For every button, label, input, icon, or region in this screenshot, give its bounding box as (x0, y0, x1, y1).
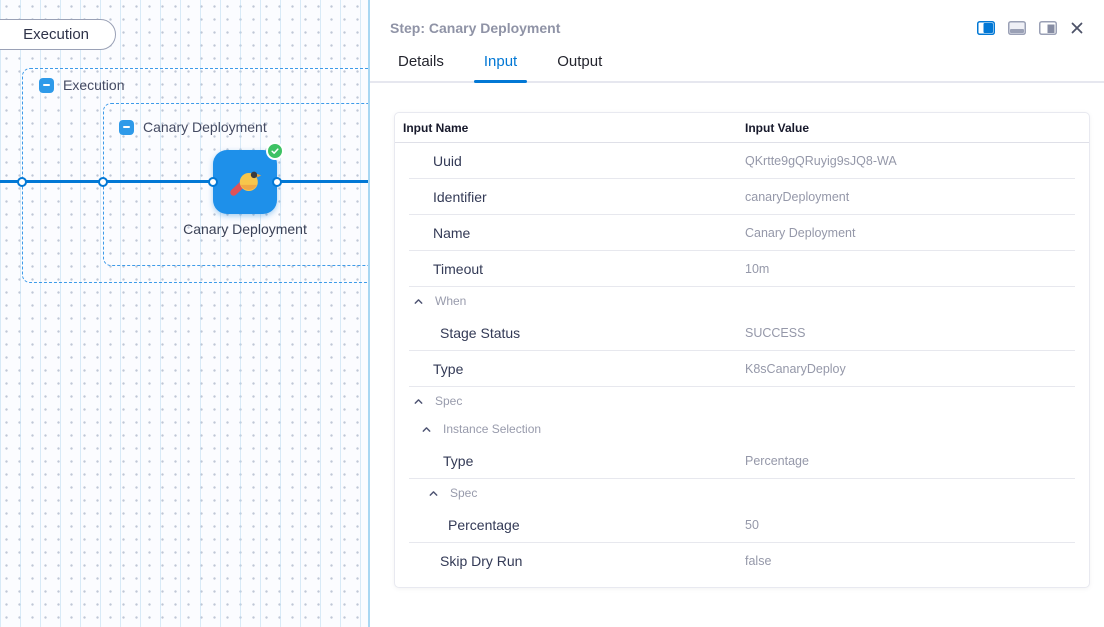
chevron-up-icon[interactable] (413, 296, 424, 307)
close-icon[interactable] (1070, 21, 1084, 35)
row-value: 10m (745, 262, 770, 276)
success-check-icon (266, 142, 284, 160)
stage-tab-execution[interactable]: Execution (0, 19, 116, 50)
layout-float-icon[interactable] (1039, 21, 1057, 35)
row-name: Timeout (433, 261, 484, 277)
step-details-panel: Step: Canary Deployment Details Input Ou… (370, 0, 1104, 627)
table-row-timeout: Timeout 10m (395, 251, 1089, 287)
row-name: Stage Status (440, 325, 521, 341)
row-value: Percentage (745, 454, 809, 468)
canary-group-label: Canary Deployment (143, 119, 267, 135)
pipeline-canvas[interactable]: Execution Execution Canary Deployment (0, 0, 370, 627)
table-row-type: Type Percentage (395, 443, 1089, 479)
connector-dot[interactable] (272, 176, 282, 187)
table-row-skip-dry-run: Skip Dry Run false (395, 543, 1089, 579)
row-name: Type (433, 361, 464, 377)
canary-deployment-node[interactable] (213, 142, 284, 214)
table-row-uuid: Uuid QKrtte9gQRuyig9sJQ8-WA (395, 143, 1089, 179)
connector-dot[interactable] (17, 176, 27, 187)
execution-flow-line (0, 180, 368, 183)
input-table-card: Input Name Input Value Uuid QKrtte9gQRuyi… (394, 112, 1090, 588)
layout-split-right-icon[interactable] (977, 21, 995, 35)
group-label: Instance Selection (443, 422, 542, 436)
group-label: Spec (435, 394, 463, 408)
table-row-identifier: Identifier canaryDeployment (395, 179, 1089, 215)
row-name: Skip Dry Run (440, 553, 523, 569)
table-row-name: Name Canary Deployment (395, 215, 1089, 251)
tab-details[interactable]: Details (398, 53, 444, 70)
panel-title: Step: Canary Deployment (390, 20, 561, 36)
chevron-up-icon[interactable] (428, 488, 439, 499)
group-row-spec[interactable]: Spec (395, 479, 1089, 507)
group-row-when[interactable]: When (395, 287, 1089, 315)
execution-group-header[interactable]: Execution (39, 77, 124, 93)
chevron-up-icon[interactable] (413, 396, 424, 407)
group-row-spec[interactable]: Spec (395, 387, 1089, 415)
row-name: Name (433, 225, 471, 241)
layout-split-bottom-icon[interactable] (1008, 21, 1026, 35)
row-value: 50 (745, 518, 759, 532)
tabbar: Details Input Output (370, 50, 1104, 83)
panel-header: Step: Canary Deployment (370, 0, 1104, 36)
tab-input[interactable]: Input (473, 53, 528, 83)
row-value: SUCCESS (745, 326, 806, 340)
execution-group-label: Execution (63, 77, 125, 93)
row-name: Percentage (448, 517, 520, 533)
row-name: Identifier (433, 189, 487, 205)
execution-group-box (22, 68, 368, 283)
group-label: When (435, 294, 467, 308)
connector-dot[interactable] (208, 176, 218, 187)
node-label: Canary Deployment (183, 221, 307, 237)
row-name: Uuid (433, 153, 462, 169)
table-row-stage-status: Stage Status SUCCESS (395, 315, 1089, 351)
row-value: false (745, 554, 772, 568)
table-row-type: Type K8sCanaryDeploy (395, 351, 1089, 387)
row-name: Type (443, 453, 474, 469)
row-value: canaryDeployment (745, 190, 850, 204)
chevron-up-icon[interactable] (421, 424, 432, 435)
collapse-minus-icon[interactable] (39, 77, 54, 93)
tab-output[interactable]: Output (557, 53, 603, 70)
row-value: QKrtte9gQRuyig9sJQ8-WA (745, 154, 897, 168)
connector-dot[interactable] (98, 176, 108, 187)
row-value: Canary Deployment (745, 226, 856, 240)
column-header-input-name: Input Name (403, 120, 469, 135)
table-header-row: Input Name Input Value (395, 113, 1089, 143)
column-header-input-value: Input Value (745, 120, 810, 135)
stage-tab-label: Execution (23, 26, 89, 43)
canary-bird-icon (230, 171, 262, 196)
canary-group-header[interactable]: Canary Deployment (119, 119, 267, 135)
table-body: Uuid QKrtte9gQRuyig9sJQ8-WA Identifier cana… (395, 143, 1089, 579)
panel-actions (977, 21, 1084, 35)
group-row-instance-selection[interactable]: Instance Selection (395, 415, 1089, 443)
table-row-percentage: Percentage 50 (395, 507, 1089, 543)
row-value: K8sCanaryDeploy (745, 362, 846, 376)
group-label: Spec (450, 486, 478, 500)
collapse-minus-icon[interactable] (119, 119, 134, 135)
